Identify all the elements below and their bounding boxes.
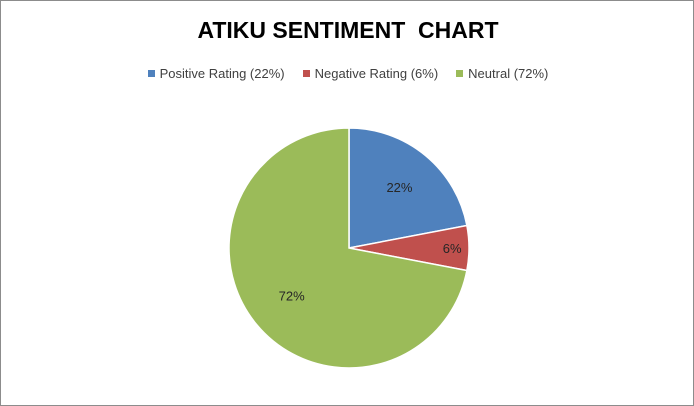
data-label-negative: 6% [443, 241, 462, 256]
legend-swatch-negative [302, 70, 310, 77]
legend-item-positive: Positive Rating (22%) [147, 66, 285, 81]
legend-item-neutral: Neutral (72%) [456, 66, 548, 81]
data-label-neutral: 72% [279, 288, 305, 303]
legend-swatch-neutral [456, 70, 464, 77]
data-label-positive: 22% [386, 180, 412, 195]
pie-slice-positive [348, 127, 468, 249]
chart-title: ATIKU SENTIMENT CHART [197, 17, 499, 43]
legend-label-neutral: Neutral (72%) [468, 66, 549, 81]
legend-swatch-positive [147, 70, 155, 77]
pie-slice-neutral [228, 127, 468, 369]
legend-label-negative: Negative Rating (6%) [314, 66, 439, 81]
legend-label-positive: Positive Rating (22%) [159, 66, 285, 81]
legend: Positive Rating (22%) Negative Rating (6… [1, 66, 694, 81]
legend-item-negative: Negative Rating (6%) [302, 66, 439, 81]
